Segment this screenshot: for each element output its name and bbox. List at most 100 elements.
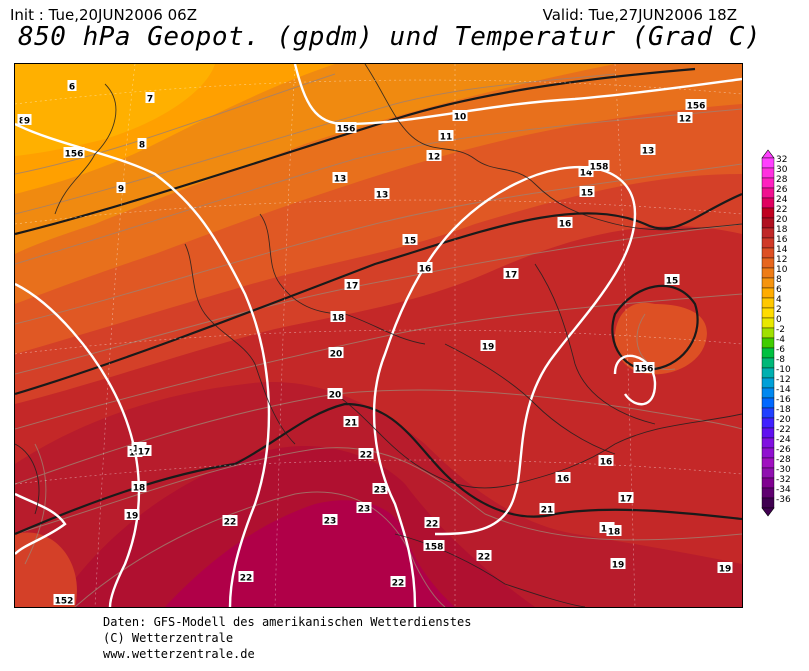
geopotential-label: 158: [588, 160, 610, 173]
legend-value: -8: [776, 355, 785, 365]
legend-value: 22: [776, 205, 787, 215]
legend-value: 30: [776, 165, 788, 175]
svg-text:158: 158: [425, 543, 444, 553]
legend-value: 10: [776, 265, 788, 275]
legend-value: -16: [776, 395, 791, 405]
svg-text:14: 14: [580, 169, 593, 179]
legend-value: 18: [776, 225, 788, 235]
legend-swatch: [761, 257, 775, 269]
svg-text:156: 156: [687, 102, 706, 112]
svg-text:13: 13: [642, 147, 655, 157]
temperature-legend: 32 30 28 26 24 22 20 18 16 14 12 10 8 6 4 2 0 -2 -4 -6 -8 -10…: [760, 148, 806, 532]
legend-swatch: [761, 337, 775, 349]
temperature-label: 11: [438, 130, 454, 143]
temperature-label: 14: [578, 166, 594, 179]
legend-swatch: [761, 307, 775, 319]
temperature-label: 16: [555, 472, 571, 485]
svg-text:11: 11: [440, 133, 453, 143]
legend-value: -18: [776, 405, 791, 415]
svg-text:156: 156: [635, 365, 654, 375]
svg-text:22: 22: [478, 553, 491, 563]
legend-swatch: [761, 157, 775, 169]
svg-text:18: 18: [133, 484, 146, 494]
legend-swatch: [761, 497, 775, 509]
legend-swatch: [761, 287, 775, 299]
legend-swatch: [761, 207, 775, 219]
svg-text:21: 21: [345, 419, 358, 429]
legend-swatch: [761, 477, 775, 489]
svg-text:22: 22: [392, 579, 405, 589]
temperature-label: 22: [390, 576, 406, 589]
legend-swatch: [761, 167, 775, 179]
temperature-label: 17: [136, 445, 152, 458]
isotherm-bold: [15, 67, 742, 536]
geopotential-label: 152: [53, 594, 75, 607]
legend-swatch: [761, 297, 775, 309]
temperature-label: 20: [327, 388, 343, 401]
legend-swatch: [761, 237, 775, 249]
legend-value: -14: [776, 385, 791, 395]
temperature-label: 20: [328, 347, 344, 360]
legend-arrow-bottom: [761, 507, 775, 517]
legend-swatch: [761, 197, 775, 209]
svg-text:20: 20: [330, 350, 343, 360]
svg-text:10: 10: [454, 113, 467, 123]
svg-text:21: 21: [541, 506, 554, 516]
svg-text:156: 156: [65, 150, 84, 160]
temperature-label: 19: [610, 558, 626, 571]
svg-text:13: 13: [376, 191, 389, 201]
legend-value: 24: [776, 195, 788, 205]
svg-text:20: 20: [329, 391, 342, 401]
temperature-label: 19: [480, 340, 496, 353]
legend-swatch: [761, 277, 775, 289]
temperature-label: 8: [17, 114, 27, 127]
legend-value: -2: [776, 325, 785, 335]
temperature-label: 17: [344, 279, 360, 292]
legend-swatch: [761, 357, 775, 369]
temperature-label: 13: [374, 188, 390, 201]
legend-value: -26: [776, 445, 791, 455]
temperature-label: 15: [402, 234, 418, 247]
temperature-label: 23: [372, 483, 388, 496]
legend-value: -30: [776, 465, 791, 475]
svg-text:15: 15: [666, 277, 679, 287]
legend-swatch: [761, 407, 775, 419]
footer-url[interactable]: www.wetterzentrale.de: [103, 647, 255, 661]
legend-value: 20: [776, 215, 788, 225]
temperature-label: 18: [131, 481, 147, 494]
svg-text:19: 19: [482, 343, 495, 353]
svg-text:6: 6: [69, 83, 75, 93]
svg-text:8: 8: [139, 141, 145, 151]
legend-value: 16: [776, 235, 788, 245]
temperature-label: 21: [343, 416, 359, 429]
temperature-label: 17: [503, 268, 519, 281]
temperature-label: 8: [137, 138, 147, 151]
svg-text:22: 22: [240, 574, 253, 584]
legend-value: 6: [776, 285, 782, 295]
legend-swatch: [761, 217, 775, 229]
temperature-label: 13: [332, 172, 348, 185]
temperature-label: 15: [579, 186, 595, 199]
graticule: [15, 64, 742, 607]
isotherms: [15, 73, 742, 607]
init-time: Init : Tue,20JUN2006 06Z: [10, 6, 197, 24]
legend-swatch: [761, 327, 775, 339]
footer: Daten: GFS-Modell des amerikanischen Wet…: [103, 614, 471, 662]
svg-text:17: 17: [505, 271, 518, 281]
temperature-label: 6: [67, 80, 77, 93]
geopotential-label: 156: [335, 122, 357, 135]
legend-swatch: [761, 387, 775, 399]
temperature-label: 23: [322, 514, 338, 527]
legend-swatch: [761, 187, 775, 199]
weather-map: 6 7 8 9 8 10 11 12 12 13 13 13 14 15 15 15 16 16 17 17 18 18 1…: [14, 63, 743, 608]
valid-time: Valid: Tue,27JUN2006 18Z: [542, 6, 737, 24]
legend-swatch: [761, 427, 775, 439]
legend-swatch: [761, 367, 775, 379]
svg-text:18: 18: [608, 528, 621, 538]
legend-value: -28: [776, 455, 791, 465]
svg-text:152: 152: [55, 597, 74, 607]
legend-swatch: [761, 437, 775, 449]
geopotential-label: 9: [22, 114, 32, 127]
svg-text:8: 8: [19, 117, 25, 127]
temperature-label: 22: [358, 448, 374, 461]
